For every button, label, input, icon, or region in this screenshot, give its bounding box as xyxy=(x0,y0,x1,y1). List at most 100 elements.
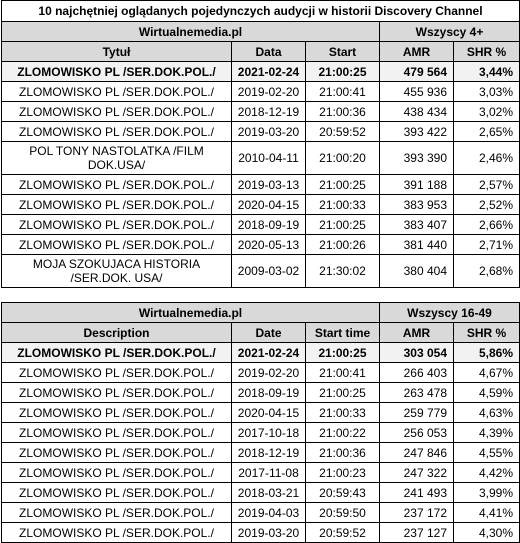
date-cell: 2018-12-19 xyxy=(231,442,306,463)
table-title: 10 najchętniej oglądanych pojedynczych a… xyxy=(1,0,520,22)
date-cell: 2021-02-24 xyxy=(231,342,306,363)
title-cell: ZLOMOWISKO PL /SER.DOK.POL./ xyxy=(1,362,232,383)
amr-cell: 247 846 xyxy=(379,442,454,463)
title-cell: MOJA SZOKUJACA HISTORIA /SER.DOK. USA/ xyxy=(1,254,232,288)
shr-cell: 4,39% xyxy=(453,422,520,443)
shr-cell: 3,03% xyxy=(453,81,520,102)
amr-cell: 479 564 xyxy=(379,61,454,82)
amr-cell: 247 322 xyxy=(379,462,454,483)
start-cell: 21:00:23 xyxy=(305,462,380,483)
table-row: ZLOMOWISKO PL /SER.DOK.POL./2018-12-19 21… xyxy=(1,442,520,463)
start-cell: 21:00:25 xyxy=(305,382,380,403)
title-cell: POL TONY NASTOLATKA /FILM DOK.USA/ xyxy=(1,141,232,175)
audience-group-label: Wszyscy 16-49 xyxy=(379,302,520,323)
shr-cell: 4,59% xyxy=(453,382,520,403)
table-row: ZLOMOWISKO PL /SER.DOK.POL./2021-02-24 21… xyxy=(1,61,520,82)
start-cell: 21:00:33 xyxy=(305,402,380,423)
shr-cell: 4,63% xyxy=(453,402,520,423)
start-cell: 20:59:52 xyxy=(305,121,380,142)
source-label: Wirtualnemedia.pl xyxy=(1,21,380,42)
start-cell: 21:00:36 xyxy=(305,101,380,122)
shr-cell: 4,42% xyxy=(453,462,520,483)
date-header: Date xyxy=(231,322,306,343)
title-header: Tytuł xyxy=(1,41,232,62)
table-row: ZLOMOWISKO PL /SER.DOK.POL./2017-11-08 21… xyxy=(1,462,520,483)
table-row: ZLOMOWISKO PL /SER.DOK.POL./2019-04-03 20… xyxy=(1,502,520,523)
start-cell: 21:00:20 xyxy=(305,141,380,175)
title-cell: ZLOMOWISKO PL /SER.DOK.POL./ xyxy=(1,502,232,523)
shr-cell: 2,57% xyxy=(453,174,520,195)
title-cell: ZLOMOWISKO PL /SER.DOK.POL./ xyxy=(1,462,232,483)
table-row: ZLOMOWISKO PL /SER.DOK.POL./2018-09-19 21… xyxy=(1,214,520,235)
date-cell: 2018-12-19 xyxy=(231,101,306,122)
title-cell: ZLOMOWISKO PL /SER.DOK.POL./ xyxy=(1,194,232,215)
start-cell: 20:59:50 xyxy=(305,502,380,523)
start-cell: 21:00:25 xyxy=(305,174,380,195)
column-header-row: Description Date Start time AMR SHR % xyxy=(1,322,520,343)
amr-header: AMR xyxy=(379,322,454,343)
title-cell: ZLOMOWISKO PL /SER.DOK.POL./ xyxy=(1,61,232,82)
title-cell: ZLOMOWISKO PL /SER.DOK.POL./ xyxy=(1,402,232,423)
amr-cell: 455 936 xyxy=(379,81,454,102)
date-cell: 2017-10-18 xyxy=(231,422,306,443)
amr-cell: 393 422 xyxy=(379,121,454,142)
start-cell: 21:30:02 xyxy=(305,254,380,288)
table-row: ZLOMOWISKO PL /SER.DOK.POL./2018-12-19 21… xyxy=(1,101,520,122)
audience-group-label: Wszyscy 4+ xyxy=(379,21,520,42)
shr-cell: 5,86% xyxy=(453,342,520,363)
date-cell: 2019-02-20 xyxy=(231,81,306,102)
table-row: ZLOMOWISKO PL /SER.DOK.POL./2017-10-18 21… xyxy=(1,422,520,443)
title-cell: ZLOMOWISKO PL /SER.DOK.POL./ xyxy=(1,81,232,102)
amr-cell: 383 407 xyxy=(379,214,454,235)
title-cell: ZLOMOWISKO PL /SER.DOK.POL./ xyxy=(1,234,232,255)
shr-cell: 2,71% xyxy=(453,234,520,255)
group-header-row: Wirtualnemedia.pl Wszyscy 16-49 xyxy=(1,302,520,323)
date-cell: 2019-02-20 xyxy=(231,362,306,383)
title-cell: ZLOMOWISKO PL /SER.DOK.POL./ xyxy=(1,522,232,543)
title-cell: ZLOMOWISKO PL /SER.DOK.POL./ xyxy=(1,174,232,195)
amr-cell: 438 434 xyxy=(379,101,454,122)
shr-header: SHR % xyxy=(453,41,520,62)
title-cell: ZLOMOWISKO PL /SER.DOK.POL./ xyxy=(1,442,232,463)
start-cell: 21:00:41 xyxy=(305,81,380,102)
start-header: Start xyxy=(305,41,380,62)
amr-cell: 383 953 xyxy=(379,194,454,215)
table-row: MOJA SZOKUJACA HISTORIA /SER.DOK. USA/20… xyxy=(1,254,520,288)
start-cell: 20:59:52 xyxy=(305,522,380,543)
start-cell: 21:00:33 xyxy=(305,194,380,215)
title-cell: ZLOMOWISKO PL /SER.DOK.POL./ xyxy=(1,382,232,403)
amr-cell: 237 172 xyxy=(379,502,454,523)
date-cell: 2019-04-03 xyxy=(231,502,306,523)
table-row: ZLOMOWISKO PL /SER.DOK.POL./2021-02-24 21… xyxy=(1,342,520,363)
start-cell: 21:00:36 xyxy=(305,442,380,463)
date-cell: 2020-04-15 xyxy=(231,402,306,423)
source-label: Wirtualnemedia.pl xyxy=(1,302,380,323)
gap-cell xyxy=(2,288,520,303)
amr-cell: 391 188 xyxy=(379,174,454,195)
table-row: ZLOMOWISKO PL /SER.DOK.POL./2019-02-20 21… xyxy=(1,362,520,383)
start-cell: 21:00:26 xyxy=(305,234,380,255)
date-header: Data xyxy=(231,41,306,62)
date-cell: 2018-09-19 xyxy=(231,382,306,403)
table-row: ZLOMOWISKO PL /SER.DOK.POL./2019-02-20 21… xyxy=(1,81,520,102)
date-cell: 2021-02-24 xyxy=(231,61,306,82)
amr-cell: 259 779 xyxy=(379,402,454,423)
start-cell: 20:59:43 xyxy=(305,482,380,503)
start-cell: 21:00:41 xyxy=(305,362,380,383)
date-cell: 2019-03-20 xyxy=(231,522,306,543)
date-cell: 2018-03-21 xyxy=(231,482,306,503)
table-row: ZLOMOWISKO PL /SER.DOK.POL./2019-03-13 21… xyxy=(1,174,520,195)
shr-cell: 2,66% xyxy=(453,214,520,235)
shr-cell: 4,41% xyxy=(453,502,520,523)
shr-cell: 2,68% xyxy=(453,254,520,288)
start-cell: 21:00:25 xyxy=(305,214,380,235)
start-cell: 21:00:25 xyxy=(305,61,380,82)
start-header: Start time xyxy=(305,322,380,343)
group-header-row: Wirtualnemedia.pl Wszyscy 4+ xyxy=(1,21,520,42)
shr-cell: 3,02% xyxy=(453,101,520,122)
title-cell: ZLOMOWISKO PL /SER.DOK.POL./ xyxy=(1,342,232,363)
amr-cell: 380 404 xyxy=(379,254,454,288)
table-row: ZLOMOWISKO PL /SER.DOK.POL./2018-09-19 21… xyxy=(1,382,520,403)
date-cell: 2019-03-20 xyxy=(231,121,306,142)
